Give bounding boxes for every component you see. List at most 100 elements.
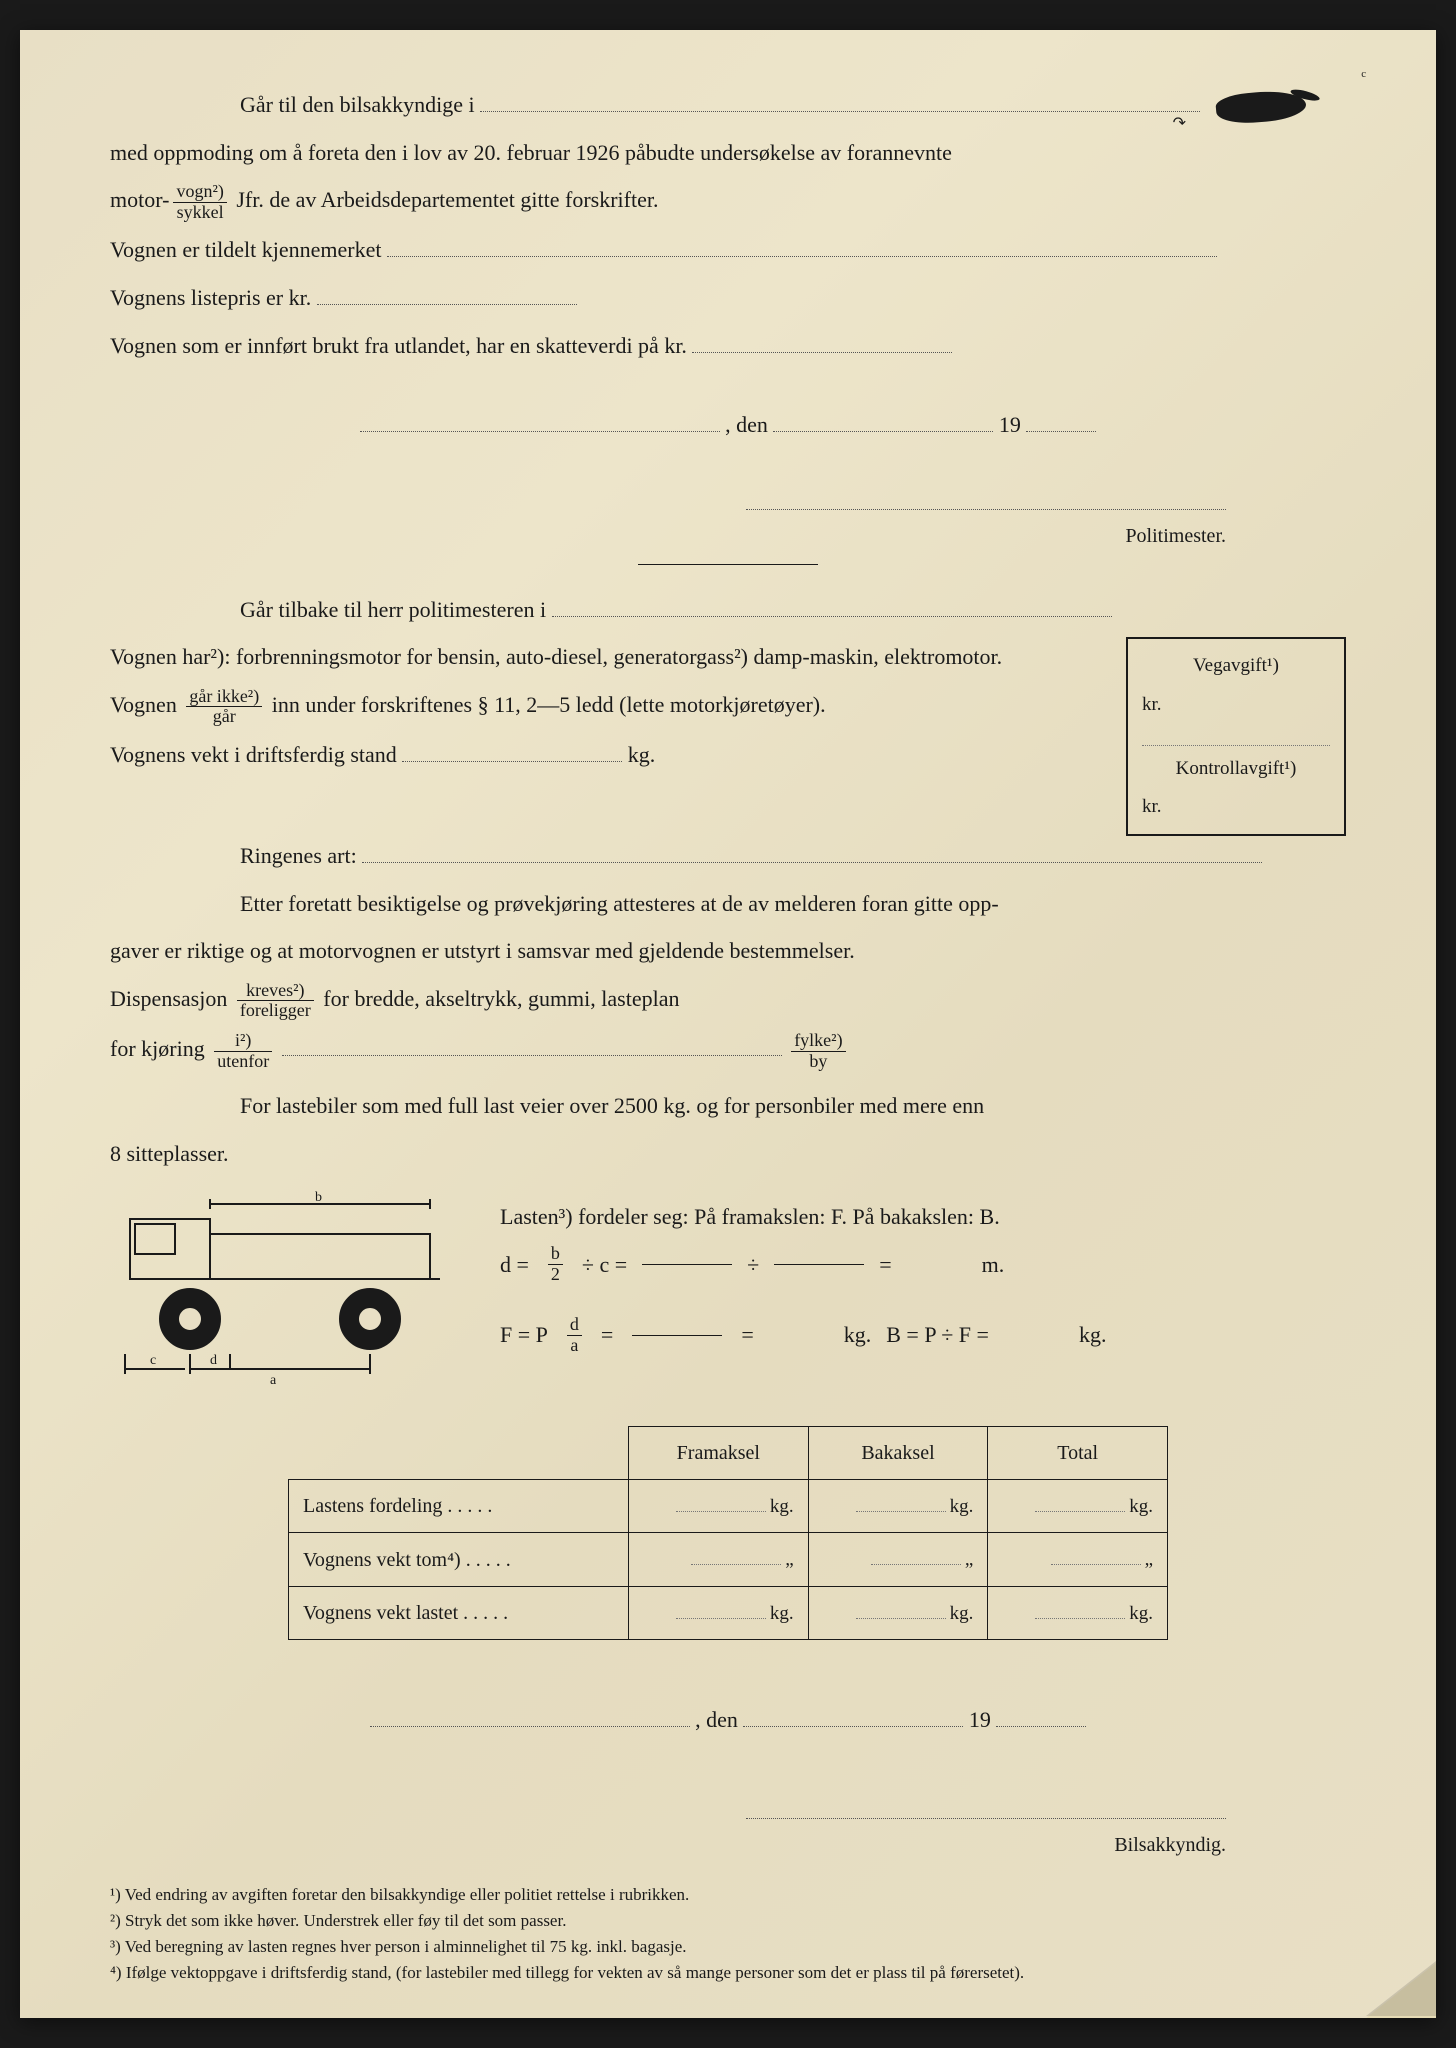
- text: ÷: [747, 1245, 759, 1285]
- text: Går til den bilsakkyndige i: [240, 92, 475, 117]
- fraction-fylkeby: fylke²)by: [791, 1031, 845, 1072]
- fraction-utenfor: i²)utenfor: [214, 1031, 272, 1072]
- truck-intro2: 8 sitteplasser.: [110, 1134, 1346, 1174]
- cell: „: [629, 1533, 809, 1586]
- footnote-3: ³) Ved beregning av lasten regnes hver p…: [110, 1935, 1346, 1959]
- divider: [638, 564, 818, 565]
- text: Ringenes art:: [240, 843, 357, 868]
- fill-field: [773, 410, 993, 432]
- text: kg.: [844, 1315, 872, 1355]
- truck-diagram: a c b d: [110, 1189, 470, 1402]
- kr-label: kr.: [1142, 688, 1330, 722]
- fill-field: [996, 1705, 1086, 1727]
- cell: kg.: [629, 1480, 809, 1533]
- fill-field: [743, 1705, 963, 1727]
- footnote-4: ⁴) Ifølge vektoppgave i driftsferdig sta…: [110, 1961, 1346, 1985]
- text: inn under forskriftenes § 11, 2—5 ledd (…: [272, 692, 826, 717]
- svg-text:b: b: [315, 1190, 322, 1205]
- text: Går tilbake til herr politimesteren i: [240, 597, 546, 622]
- text: ÷ c =: [582, 1245, 627, 1285]
- text: =: [879, 1245, 891, 1285]
- row-lastens: Lastens fordeling . . . . .: [289, 1480, 629, 1533]
- text: 19: [999, 412, 1021, 437]
- row-vekt-lastet: Vognens vekt lastet . . . . .: [289, 1586, 629, 1639]
- text: 19: [969, 1707, 991, 1732]
- motor-col: Vognen har²): forbrenningsmotor for bens…: [110, 637, 1106, 782]
- line-dispensasjon: Dispensasjon kreves²)foreligger for bred…: [110, 979, 1346, 1021]
- col-bakaksel: Bakaksel: [808, 1427, 988, 1480]
- formula-d: d = b2 ÷ c = ÷ = m.: [500, 1244, 1346, 1285]
- line-motor: motor-vogn²)sykkel Jfr. de av Arbeidsdep…: [110, 180, 1346, 222]
- fill-field: [402, 740, 622, 762]
- line-bilsakkyndige: Går til den bilsakkyndige i: [110, 85, 1346, 125]
- line-kjennemerke: Vognen er tildelt kjennemerket: [110, 230, 1346, 270]
- text: Jfr. de av Arbeidsdepartementet gitte fo…: [236, 187, 658, 212]
- text: d =: [500, 1245, 529, 1285]
- text: Vognen er tildelt kjennemerket: [110, 237, 381, 262]
- text: , den: [725, 412, 768, 437]
- line-kjoring: for kjøring i²)utenfor fylke²)by: [110, 1029, 1346, 1071]
- fraction-b2: b2: [548, 1244, 563, 1285]
- text: kg.: [628, 742, 656, 767]
- fill-field: [362, 841, 1262, 863]
- text: m.: [982, 1245, 1005, 1285]
- date-row-2: , den 19: [110, 1700, 1346, 1740]
- cell: kg.: [808, 1586, 988, 1639]
- cell: kg.: [629, 1586, 809, 1639]
- text: B = P ÷ F =: [886, 1315, 989, 1355]
- line-attest2: gaver er riktige og at motorvognen er ut…: [110, 931, 1346, 971]
- cell: kg.: [988, 1480, 1168, 1533]
- line-motor-type: Vognen har²): forbrenningsmotor for bens…: [110, 637, 1106, 677]
- text: =: [741, 1315, 753, 1355]
- table-row: Vognens vekt tom⁴) . . . . . „ „ „: [289, 1533, 1168, 1586]
- truck-row: a c b d Lasten³) fordeler seg: På framak…: [110, 1189, 1346, 1402]
- formula-f: F = P da = = kg. B = P ÷ F = kg.: [500, 1315, 1346, 1356]
- weight-table: Framaksel Bakaksel Total Lastens fordeli…: [288, 1426, 1168, 1640]
- line-tilbake: Går tilbake til herr politimesteren i: [110, 590, 1346, 630]
- text: F = P: [500, 1315, 548, 1355]
- fraction-blank: [632, 1315, 722, 1356]
- text: =: [601, 1315, 613, 1355]
- row-vekt-tom: Vognens vekt tom⁴) . . . . .: [289, 1533, 629, 1586]
- fraction-kreves: kreves²)foreligger: [237, 981, 314, 1022]
- table-row: Lastens fordeling . . . . . kg. kg. kg.: [289, 1480, 1168, 1533]
- truck-intro1: For lastebiler som med full last veier o…: [110, 1086, 1346, 1126]
- text: Vognens listepris er kr.: [110, 285, 311, 310]
- sig-label: Bilsakkyndig.: [110, 1827, 1226, 1863]
- motor-and-fees: Vognen har²): forbrenningsmotor for bens…: [110, 637, 1346, 836]
- line-vekt: Vognens vekt i driftsferdig stand kg.: [110, 735, 1106, 775]
- fill-field: [1026, 410, 1096, 432]
- fill-field: [317, 283, 577, 305]
- truck-svg: a c b d: [110, 1189, 470, 1389]
- line-ringer: Ringenes art:: [110, 836, 1346, 876]
- fraction-vogn-sykkel: vogn²)sykkel: [173, 182, 226, 223]
- line-forskrifter: Vognen går ikke²)går inn under forskrift…: [110, 685, 1106, 727]
- fill-field: [370, 1705, 690, 1727]
- cell: „: [808, 1533, 988, 1586]
- svg-text:a: a: [270, 1373, 277, 1388]
- cell: „: [988, 1533, 1168, 1586]
- table-row: Vognens vekt lastet . . . . . kg. kg. kg…: [289, 1586, 1168, 1639]
- text: for kjøring: [110, 1036, 205, 1061]
- kr-label: kr.: [1142, 790, 1330, 824]
- cell: kg.: [988, 1586, 1168, 1639]
- fill-field: [692, 331, 952, 353]
- col-total: Total: [988, 1427, 1168, 1480]
- col-framaksel: Framaksel: [629, 1427, 809, 1480]
- svg-text:c: c: [150, 1353, 156, 1368]
- sig-line: [746, 1789, 1226, 1819]
- text: Dispensasjon: [110, 986, 227, 1011]
- text: motor-: [110, 187, 169, 212]
- fill-field: [480, 90, 1200, 112]
- fill-field: [774, 1264, 864, 1265]
- fee-line: [1142, 722, 1330, 746]
- line-listepris: Vognens listepris er kr.: [110, 278, 1346, 318]
- text: Vognens vekt i driftsferdig stand: [110, 742, 397, 767]
- line-oppmoding: med oppmoding om å foreta den i lov av 2…: [110, 133, 1346, 173]
- text: , den: [695, 1707, 738, 1732]
- footnote-1: ¹) Ved endring av avgiften foretar den b…: [110, 1883, 1346, 1907]
- fill-field: [387, 235, 1217, 257]
- text: for bredde, akseltrykk, gummi, lasteplan: [323, 986, 679, 1011]
- svg-text:d: d: [210, 1353, 217, 1368]
- fraction-da: da: [567, 1315, 582, 1356]
